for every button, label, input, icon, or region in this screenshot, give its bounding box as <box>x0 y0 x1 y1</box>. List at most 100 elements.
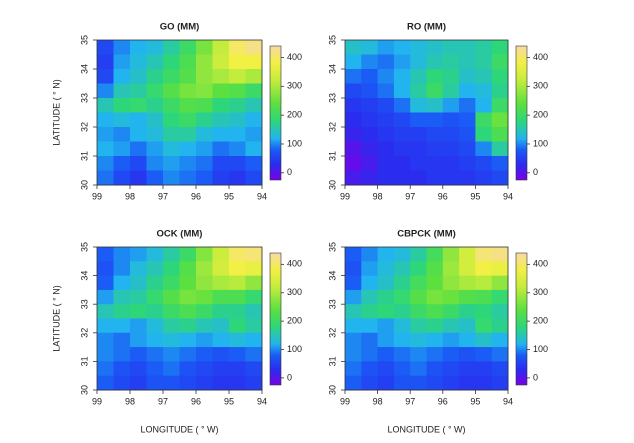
cell <box>410 261 427 276</box>
cell <box>229 84 246 99</box>
cell <box>246 276 263 291</box>
cell <box>246 361 263 376</box>
cell <box>345 319 362 334</box>
colorbar-tick-label: 400 <box>533 259 548 269</box>
cell <box>459 40 476 55</box>
cell <box>394 376 411 391</box>
cell <box>443 113 460 128</box>
cell <box>361 113 378 128</box>
x-tick-label: 95 <box>470 396 480 406</box>
cell <box>345 69 362 84</box>
y-tick-label: 34 <box>327 64 337 74</box>
cell <box>345 347 362 362</box>
cell <box>427 98 444 113</box>
cell <box>229 69 246 84</box>
cell <box>229 347 246 362</box>
cell <box>361 84 378 99</box>
cell <box>410 113 427 128</box>
cell <box>229 127 246 142</box>
cell <box>427 113 444 128</box>
cell <box>246 113 263 128</box>
cell <box>410 276 427 291</box>
y-axis-label: LATITUDE ( ° N) <box>51 285 61 351</box>
cell <box>163 156 180 171</box>
cell <box>361 98 378 113</box>
colorbar-tick-label: 0 <box>533 167 538 177</box>
y-tick-label: 35 <box>327 242 337 252</box>
cell <box>97 304 114 319</box>
cell <box>345 361 362 376</box>
cell <box>97 55 114 70</box>
y-tick-label: 34 <box>79 64 89 74</box>
cell <box>246 142 263 157</box>
cell <box>180 142 197 157</box>
colorbar-tick-label: 200 <box>287 110 302 120</box>
cell <box>475 319 492 334</box>
x-tick-label: 94 <box>257 396 267 406</box>
cell <box>378 127 395 142</box>
cell <box>361 376 378 391</box>
cell <box>130 40 147 55</box>
cell <box>378 98 395 113</box>
cell <box>147 113 164 128</box>
cell <box>163 84 180 99</box>
cell <box>492 261 509 276</box>
cell <box>130 69 147 84</box>
cell <box>427 347 444 362</box>
cell <box>378 142 395 157</box>
cell <box>475 142 492 157</box>
cell <box>427 319 444 334</box>
cell <box>163 40 180 55</box>
cell <box>97 347 114 362</box>
cell <box>427 247 444 262</box>
cell <box>229 276 246 291</box>
x-axis-label: LONGITUDE ( ° W) <box>387 424 465 434</box>
cell <box>443 319 460 334</box>
cell <box>114 261 131 276</box>
cell <box>213 319 230 334</box>
cell <box>213 84 230 99</box>
y-tick-label: 35 <box>79 35 89 45</box>
cell <box>361 304 378 319</box>
y-tick-label: 33 <box>327 93 337 103</box>
y-tick-label: 30 <box>327 180 337 190</box>
cell <box>427 376 444 391</box>
cell <box>163 142 180 157</box>
cell <box>130 361 147 376</box>
cell <box>246 98 263 113</box>
cell <box>229 156 246 171</box>
cell <box>443 98 460 113</box>
cell <box>180 290 197 305</box>
cell <box>475 290 492 305</box>
cell <box>378 55 395 70</box>
cell <box>229 361 246 376</box>
cell <box>130 304 147 319</box>
cell <box>229 333 246 348</box>
cell <box>345 261 362 276</box>
cell <box>213 304 230 319</box>
cell <box>147 290 164 305</box>
x-tick-label: 98 <box>125 396 135 406</box>
y-tick-label: 31 <box>79 151 89 161</box>
cell <box>147 98 164 113</box>
cell <box>114 290 131 305</box>
cell <box>196 156 213 171</box>
colorbar-tick-label: 400 <box>287 52 302 62</box>
cell <box>345 171 362 186</box>
cell <box>130 98 147 113</box>
cell <box>130 127 147 142</box>
cell <box>229 98 246 113</box>
cell <box>345 276 362 291</box>
cell <box>459 276 476 291</box>
cell <box>410 247 427 262</box>
cell <box>246 55 263 70</box>
cell <box>378 276 395 291</box>
colorbar-tick-label: 200 <box>287 316 302 326</box>
cell <box>147 127 164 142</box>
y-tick-label: 31 <box>79 356 89 366</box>
cell <box>443 276 460 291</box>
cell <box>196 290 213 305</box>
cell <box>492 55 509 70</box>
cell <box>147 171 164 186</box>
